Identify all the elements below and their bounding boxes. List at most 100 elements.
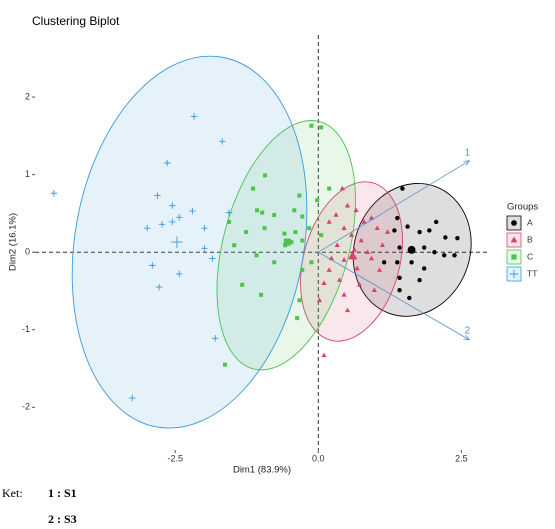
point [443,235,448,240]
point [319,125,324,130]
arrow [318,160,470,253]
x-axis-label: Dim1 (83.9%) [233,465,291,476]
point [189,207,196,215]
legend-label: C [527,251,533,261]
point [292,208,297,213]
point [293,230,298,235]
y-tick-label: 2 [25,91,30,101]
point [149,262,156,269]
point [259,292,264,297]
point [427,228,432,233]
point [434,219,439,225]
point [361,219,367,224]
point [263,173,268,178]
legend-label: A [527,217,533,227]
cluster-ellipse [71,55,308,429]
point [354,265,360,271]
point [176,270,183,278]
point [316,297,323,303]
point [392,228,397,233]
point [158,221,166,228]
point [295,316,300,321]
point [417,277,422,283]
point [300,214,305,219]
arrow-label: 2 [465,325,471,336]
point [154,192,161,199]
point [209,255,216,262]
point [240,282,245,287]
legend-marker [509,269,519,279]
point [164,159,171,167]
point [400,186,405,191]
point [364,249,371,254]
point [353,207,359,213]
point [374,225,380,230]
point [201,245,208,252]
legend-marker [510,236,518,243]
point [417,229,422,235]
point [319,233,324,238]
point [341,225,347,230]
point [344,307,351,313]
point [212,335,219,342]
point [176,214,183,221]
point [344,202,351,208]
point [223,362,228,367]
point [336,277,343,282]
arrow-head [463,160,471,166]
point [442,253,447,258]
arrow-label: 1 [465,147,471,158]
point [244,230,249,235]
point [397,245,402,250]
point [334,242,340,248]
legend-label: B [527,234,533,244]
point [348,232,355,237]
point [347,251,358,260]
point [255,208,260,213]
point [307,226,312,231]
point [50,190,58,197]
point [169,202,176,209]
point [381,260,387,265]
point [351,247,357,252]
point [169,218,176,226]
point [405,224,410,229]
cluster-ellipse [300,181,403,342]
point [171,236,183,248]
point [297,193,302,198]
point [309,260,314,265]
point [371,287,377,293]
point [341,257,347,262]
point [300,238,305,243]
point [407,245,416,254]
point [289,240,294,245]
point [384,229,391,234]
point [421,245,427,250]
point [155,283,163,291]
point [218,138,226,145]
point [315,198,320,203]
legend-label: TT [527,268,537,278]
point [421,266,427,271]
y-axis-label: Dim2 (16.1%) [8,213,19,271]
x-tick-label: 2.5 [455,453,468,463]
point [376,267,383,272]
point [379,242,386,248]
point [260,210,265,215]
point [326,219,332,224]
legend-marker [511,220,517,226]
point [143,224,151,232]
y-tick-label: 1 [25,169,30,179]
y-tick-label: -1 [22,324,30,334]
chart-title: Clustering Biplot [32,14,120,28]
point [327,186,332,191]
point [407,295,412,301]
point [409,260,414,265]
legend-title: Groups [507,202,538,213]
point [341,292,347,297]
key-heading: Ket: [2,486,23,500]
point [395,260,400,265]
point [190,113,198,120]
point [254,253,259,258]
